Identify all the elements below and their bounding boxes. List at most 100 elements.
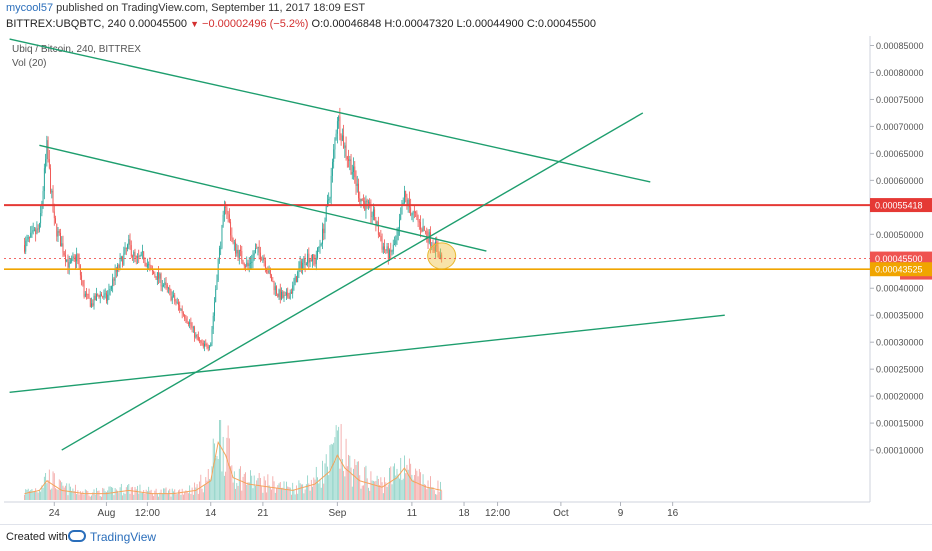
volume-bar (207, 469, 209, 500)
volume-bar (299, 483, 301, 500)
candle-body (155, 276, 157, 280)
volume-bar (405, 473, 407, 500)
volume-bar (194, 482, 196, 500)
candle-body (359, 198, 361, 202)
volume-bar (343, 470, 345, 500)
volume-bar (406, 464, 408, 500)
volume-bar (235, 488, 237, 500)
volume-bar (88, 495, 90, 500)
volume-bar (323, 483, 325, 500)
candle-body (320, 243, 322, 245)
tradingview-logo[interactable]: TradingView (68, 530, 156, 544)
volume-bar (69, 486, 71, 500)
candle-body (98, 295, 100, 298)
candle-body (401, 205, 403, 215)
volume-bar (71, 490, 73, 500)
candle-body (288, 296, 290, 299)
candle-body (106, 293, 107, 301)
candle-body (344, 145, 346, 148)
volume-bar (256, 480, 258, 500)
volume-bar (180, 494, 182, 500)
candle-body (66, 259, 68, 262)
volume-bar (191, 487, 193, 500)
price-tick-label: 0.00080000 (876, 68, 924, 78)
candle-body (206, 343, 208, 348)
candle-body (173, 295, 174, 297)
volume-bar (242, 476, 244, 500)
candle-body (381, 240, 383, 250)
volume-bar (112, 487, 114, 500)
volume-bar (261, 486, 263, 500)
candle-body (101, 293, 102, 297)
volume-bar (93, 489, 95, 500)
volume-bar (196, 484, 198, 500)
candle-body (32, 230, 34, 232)
candle-body (69, 261, 71, 263)
volume-bar (420, 472, 422, 500)
volume-bar (62, 485, 64, 500)
volume-bar (257, 478, 259, 500)
candle-body (272, 281, 274, 283)
volume-bar (386, 486, 388, 500)
volume-bar (154, 490, 156, 500)
volume-bar (382, 493, 384, 500)
candle-body (197, 336, 199, 340)
candle-body (351, 172, 353, 175)
candle-body (169, 287, 171, 291)
volume-bar (336, 430, 338, 500)
candle-body (154, 273, 156, 277)
volume-bar (369, 490, 371, 500)
candle-body (207, 347, 209, 349)
volume-bar (25, 489, 27, 500)
candle-body (236, 249, 238, 254)
volume-bar (211, 466, 213, 500)
volume-bar (251, 475, 253, 500)
candle-body (63, 252, 65, 256)
volume-bar (197, 493, 199, 500)
candle-body (201, 342, 203, 344)
candle-body (50, 168, 51, 193)
volume-bar (173, 491, 174, 500)
volume-bar (98, 490, 100, 500)
volume-bar (236, 483, 238, 500)
volume-bar (195, 487, 197, 500)
candle-body (191, 326, 193, 328)
candle-body (174, 295, 176, 302)
author-link[interactable]: mycool57 (6, 2, 54, 14)
candle-body (268, 269, 270, 273)
cloud-icon (68, 530, 86, 542)
volume-bar (271, 489, 273, 500)
candle-body (425, 230, 426, 232)
candle-body (51, 190, 53, 193)
resistance-price-label-bg (870, 198, 932, 213)
volume-bar (314, 479, 316, 500)
volume-bar (184, 491, 186, 500)
volume-bar (263, 476, 265, 500)
candle-body (83, 284, 85, 297)
volume-bar (42, 487, 44, 500)
volume-bar (175, 494, 177, 500)
candle-body (204, 343, 205, 347)
candle-body (27, 236, 29, 240)
candle-body (138, 256, 140, 258)
price-chart[interactable]: 0.000900000.000850000.000800000.00075000… (0, 36, 932, 524)
candle-body (79, 265, 81, 276)
volume-bar (374, 481, 376, 500)
volume-bar (422, 474, 424, 500)
time-tick-label: 12:00 (135, 508, 160, 519)
candle-body (329, 197, 331, 200)
volume-bar (287, 486, 289, 500)
volume-bar (298, 480, 300, 500)
candle-body (78, 260, 80, 266)
volume-bar (300, 484, 302, 500)
candle-body (210, 343, 212, 347)
volume-bar (441, 490, 443, 500)
volume-bar (150, 489, 152, 500)
volume-bar (161, 493, 163, 500)
volume-bar (366, 478, 368, 500)
candle-body (55, 218, 56, 224)
volume-bar (351, 486, 353, 500)
candle-body (41, 203, 43, 214)
candle-body (30, 232, 32, 238)
